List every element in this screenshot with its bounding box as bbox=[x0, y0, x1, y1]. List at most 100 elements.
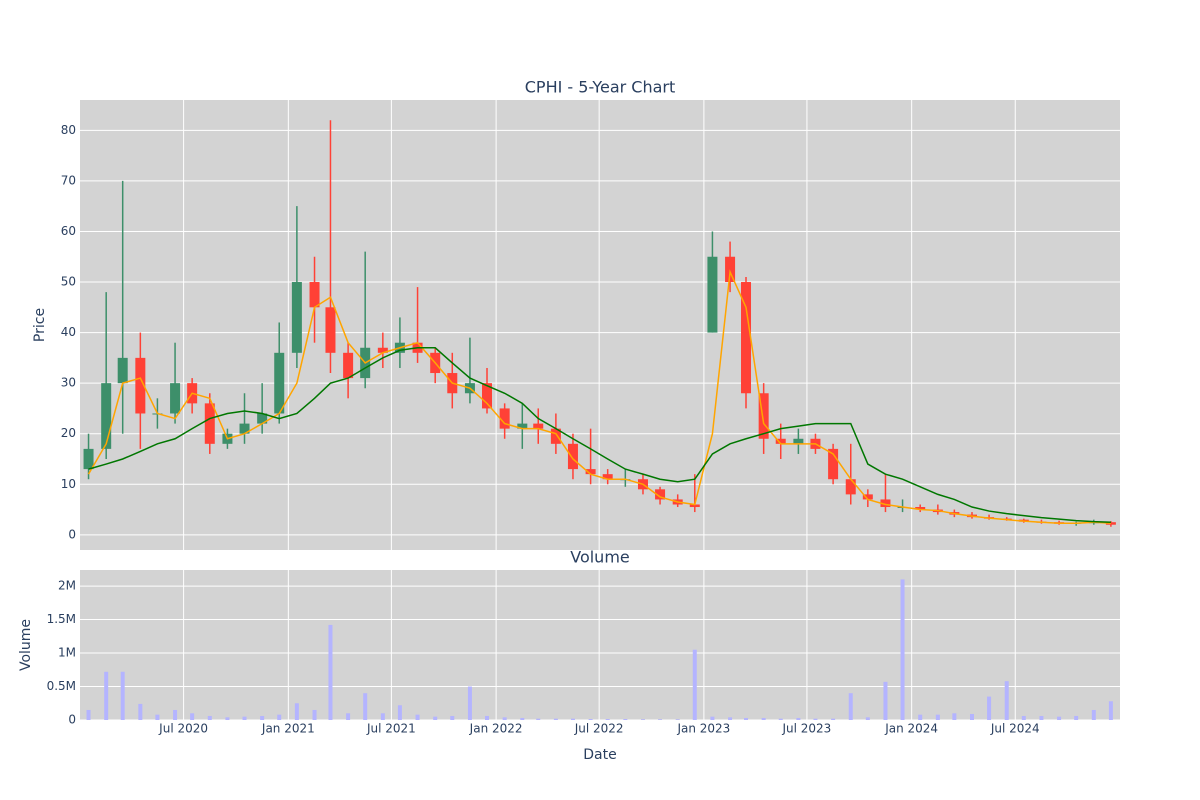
candle-body bbox=[291, 282, 302, 353]
chart-title: CPHI - 5-Year Chart bbox=[525, 78, 676, 97]
volume-bar bbox=[831, 718, 836, 720]
volume-bar bbox=[173, 709, 178, 720]
volume-bar bbox=[1004, 681, 1009, 720]
candle-body bbox=[775, 438, 786, 444]
volume-bar bbox=[120, 671, 125, 720]
candle-body bbox=[135, 357, 146, 414]
volume-bar bbox=[1021, 715, 1026, 720]
x-tick-label: Jul 2023 bbox=[781, 722, 831, 736]
candle-body bbox=[239, 423, 250, 434]
x-tick-label: Jul 2024 bbox=[990, 722, 1040, 736]
y-tick-label: 20 bbox=[61, 426, 76, 440]
candle-body bbox=[915, 507, 926, 510]
y-tick-label: 80 bbox=[61, 123, 76, 137]
volume-bar bbox=[588, 718, 593, 720]
volume-bar bbox=[363, 693, 368, 720]
candle-body bbox=[828, 448, 839, 480]
volume-bar bbox=[312, 709, 317, 720]
volume-bar bbox=[553, 718, 558, 720]
y-axis-title: Price bbox=[32, 308, 48, 342]
moving-average-line bbox=[87, 269, 1111, 524]
volume-bar bbox=[138, 703, 143, 720]
x-tick-label: Jan 2024 bbox=[884, 722, 938, 736]
x-tick-label: Jul 2020 bbox=[158, 722, 208, 736]
volume-bar bbox=[865, 717, 870, 720]
y-tick-label: 0 bbox=[68, 713, 76, 727]
x-tick-label: Jan 2021 bbox=[261, 722, 315, 736]
candle-body bbox=[325, 307, 336, 353]
volume-bar bbox=[207, 715, 212, 720]
volume-bar bbox=[346, 713, 351, 720]
y-tick-label: 0.5M bbox=[47, 679, 76, 693]
candle-body bbox=[309, 282, 320, 308]
volume-bar bbox=[900, 579, 905, 720]
candle-body bbox=[517, 423, 528, 429]
volume-bar bbox=[450, 715, 455, 720]
candle-body bbox=[602, 474, 613, 480]
volume-bar bbox=[969, 713, 974, 720]
volume-bar bbox=[605, 718, 610, 720]
volume-bar bbox=[242, 716, 247, 720]
candle-body bbox=[550, 428, 561, 444]
volume-bar bbox=[397, 705, 402, 720]
volume-bar bbox=[502, 717, 507, 720]
y-tick-label: 40 bbox=[61, 325, 76, 339]
candle-body bbox=[499, 408, 510, 429]
candle-body bbox=[377, 347, 388, 353]
candle-body bbox=[707, 256, 718, 333]
volume-bar bbox=[260, 715, 265, 720]
volume-bar bbox=[485, 715, 490, 720]
candle-body bbox=[862, 494, 873, 500]
volume-bar bbox=[433, 716, 438, 720]
volume-bar bbox=[692, 649, 697, 720]
volume-bar bbox=[1108, 701, 1113, 720]
candle-body bbox=[170, 383, 181, 414]
y-tick-label: 0 bbox=[68, 527, 76, 541]
volume-bar bbox=[710, 716, 715, 720]
volume-bar bbox=[935, 714, 940, 720]
y-tick-label: 1.5M bbox=[47, 612, 76, 626]
x-axis-title: Date bbox=[583, 747, 616, 763]
candle-body bbox=[741, 282, 752, 394]
volume-bar bbox=[987, 696, 992, 720]
candle-body bbox=[101, 383, 112, 449]
volume-bar bbox=[294, 703, 299, 720]
candle-body bbox=[567, 443, 578, 470]
volume-bar bbox=[675, 719, 680, 720]
candle-body bbox=[204, 403, 215, 444]
candle-body bbox=[585, 469, 596, 475]
candle-body bbox=[482, 383, 493, 409]
candle-body bbox=[758, 393, 769, 439]
candle-body bbox=[655, 489, 666, 500]
candle-body bbox=[533, 423, 544, 429]
volume-bar bbox=[918, 714, 923, 720]
volume-bar bbox=[883, 681, 888, 720]
y-axis-title: Volume bbox=[18, 619, 34, 671]
candle-body bbox=[1105, 522, 1116, 525]
volume-bar bbox=[570, 718, 575, 720]
candle-body bbox=[274, 352, 285, 414]
volume-plot-area bbox=[80, 570, 1120, 720]
candle-body bbox=[845, 479, 856, 495]
volume-bar bbox=[467, 686, 472, 720]
y-tick-label: 1M bbox=[58, 646, 76, 660]
x-tick-label: Jul 2022 bbox=[574, 722, 624, 736]
y-tick-label: 2M bbox=[58, 579, 76, 593]
volume-bar bbox=[1039, 715, 1044, 720]
volume-bar bbox=[155, 714, 160, 720]
volume-bar bbox=[640, 719, 645, 720]
x-tick-label: Jul 2021 bbox=[366, 722, 416, 736]
panel-title: Volume bbox=[570, 548, 630, 567]
y-tick-label: 30 bbox=[61, 376, 76, 390]
volume-bar bbox=[415, 714, 420, 720]
volume-bar bbox=[728, 717, 733, 720]
candle-body bbox=[880, 499, 891, 508]
volume-bar bbox=[104, 671, 109, 720]
candle-body bbox=[117, 357, 128, 384]
volume-bar bbox=[761, 717, 766, 720]
volume-bar bbox=[952, 713, 957, 720]
volume-bar bbox=[536, 718, 541, 720]
volume-bar bbox=[1074, 715, 1079, 720]
